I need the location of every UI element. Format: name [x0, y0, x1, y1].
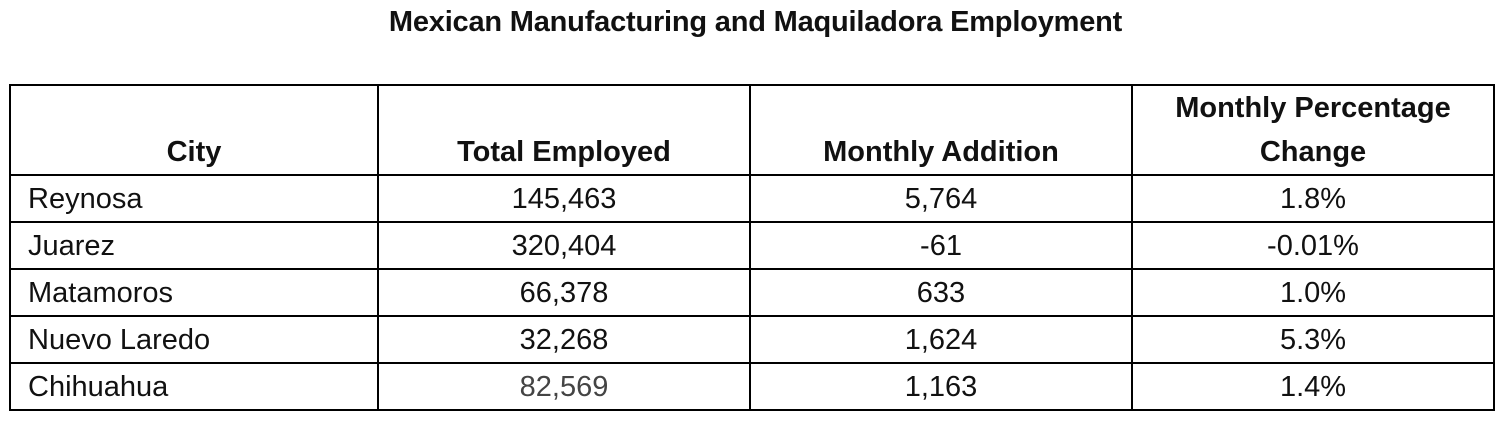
cell-city: Reynosa — [9, 174, 379, 223]
cell-monthly-pct-change: 5.3% — [1131, 315, 1495, 364]
cell-monthly-pct-change: 1.0% — [1131, 268, 1495, 317]
cell-total-employed: 32,268 — [377, 315, 751, 364]
cell-city: Matamoros — [9, 268, 379, 317]
page-title: Mexican Manufacturing and Maquiladora Em… — [388, 6, 1123, 38]
cell-city: Chihuahua — [9, 362, 379, 411]
header-city: City — [9, 84, 379, 176]
cell-monthly-addition: 633 — [749, 268, 1133, 317]
cell-monthly-pct-change: 1.8% — [1131, 174, 1495, 223]
header-monthly-percentage-line1: Monthly Percentage — [1175, 92, 1451, 124]
cell-total-employed: 82,569 — [377, 362, 751, 411]
cell-monthly-addition: 1,163 — [749, 362, 1133, 411]
table-row: Nuevo Laredo 32,268 1,624 5.3% — [9, 315, 1495, 364]
cell-total-employed: 145,463 — [377, 174, 751, 223]
cell-city: Juarez — [9, 221, 379, 270]
table-row: Matamoros 66,378 633 1.0% — [9, 268, 1495, 317]
header-total-employed: Total Employed — [377, 84, 751, 176]
cell-monthly-pct-change: -0.01% — [1131, 221, 1495, 270]
table-row: Chihuahua 82,569 1,163 1.4% — [9, 362, 1495, 411]
header-monthly-percentage-line2: Change — [1259, 136, 1367, 168]
cell-city: Nuevo Laredo — [9, 315, 379, 364]
cell-monthly-addition: 1,624 — [749, 315, 1133, 364]
table-row: Reynosa 145,463 5,764 1.8% — [9, 174, 1495, 223]
cell-total-employed: 320,404 — [377, 221, 751, 270]
cell-monthly-addition: -61 — [749, 221, 1133, 270]
cell-monthly-addition: 5,764 — [749, 174, 1133, 223]
header-monthly-addition: Monthly Addition — [749, 84, 1133, 176]
header-monthly-percentage-change: Monthly Percentage Change — [1131, 84, 1495, 176]
cell-total-employed: 66,378 — [377, 268, 751, 317]
employment-table: City Total Employed Monthly Addition Mon… — [9, 84, 1495, 411]
table-header-row: City Total Employed Monthly Addition Mon… — [9, 84, 1495, 176]
cell-monthly-pct-change: 1.4% — [1131, 362, 1495, 411]
table-row: Juarez 320,404 -61 -0.01% — [9, 221, 1495, 270]
